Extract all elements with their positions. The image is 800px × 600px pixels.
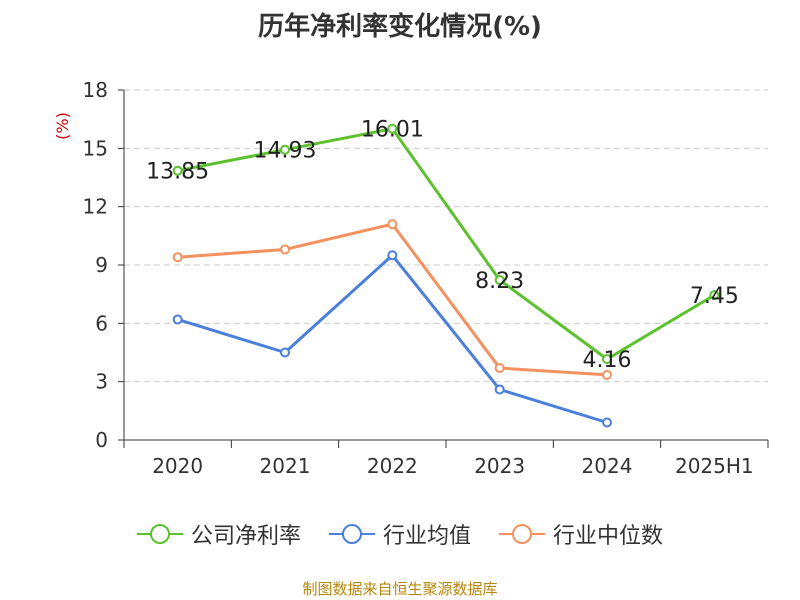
data-point [494,274,505,285]
data-point [602,369,612,380]
data-point [280,244,290,255]
series-line [177,222,608,377]
legend-item-industry-avg[interactable]: 行业均值 [328,518,471,550]
data-label: 14.93 [254,139,317,164]
legend-marker-industry-median [499,524,545,544]
legend-item-company[interactable]: 公司净利率 [136,518,301,550]
data-point [602,354,612,365]
y-tick-label: 9 [95,253,108,277]
x-tick-label: 2021 [260,454,311,478]
legend-marker-industry-avg [328,524,375,544]
y-tick-label: 3 [95,370,108,394]
x-tick-label: 2022 [367,454,418,478]
y-tick-label: 18 [83,78,108,102]
data-label: 13.85 [146,160,209,185]
y-tick-label: 15 [83,136,108,160]
data-point [387,219,398,230]
data-point [172,252,183,263]
data-label: 16.01 [361,118,424,143]
data-point [709,290,720,301]
data-point [494,363,505,374]
data-point [280,347,290,358]
x-tick-label: 2025H1 [675,454,754,478]
legend: 公司净利率 行业均值 行业中位数 [0,518,800,550]
y-tick-label: 6 [95,311,108,335]
y-tick-label: 0 [95,428,108,452]
legend-label-company: 公司净利率 [190,524,301,549]
y-axis-unit-label: (%) [53,112,72,140]
legend-marker-company [136,524,183,544]
legend-item-industry-median[interactable]: 行业中位数 [499,518,663,550]
data-point [172,165,183,176]
x-tick-label: 2020 [152,454,203,478]
legend-label-industry-median: 行业中位数 [553,524,664,549]
data-point [387,250,398,261]
chart-title: 历年净利率变化情况(%) [258,12,542,42]
legend-label-industry-avg: 行业均值 [382,524,471,549]
y-tick-label: 12 [83,195,108,219]
series-line [177,127,716,361]
x-tick-label: 2023 [474,454,525,478]
source-note: 制图数据来自恒生聚源数据库 [302,580,498,598]
data-point [494,384,505,395]
data-point [172,314,183,325]
data-label: 7.45 [690,284,739,309]
series-line [177,253,608,424]
data-point [280,144,290,155]
x-tick-label: 2024 [582,454,633,478]
data-label: 8.23 [475,269,524,294]
data-label: 4.16 [583,348,632,373]
data-point [602,417,612,428]
data-point [387,123,398,134]
